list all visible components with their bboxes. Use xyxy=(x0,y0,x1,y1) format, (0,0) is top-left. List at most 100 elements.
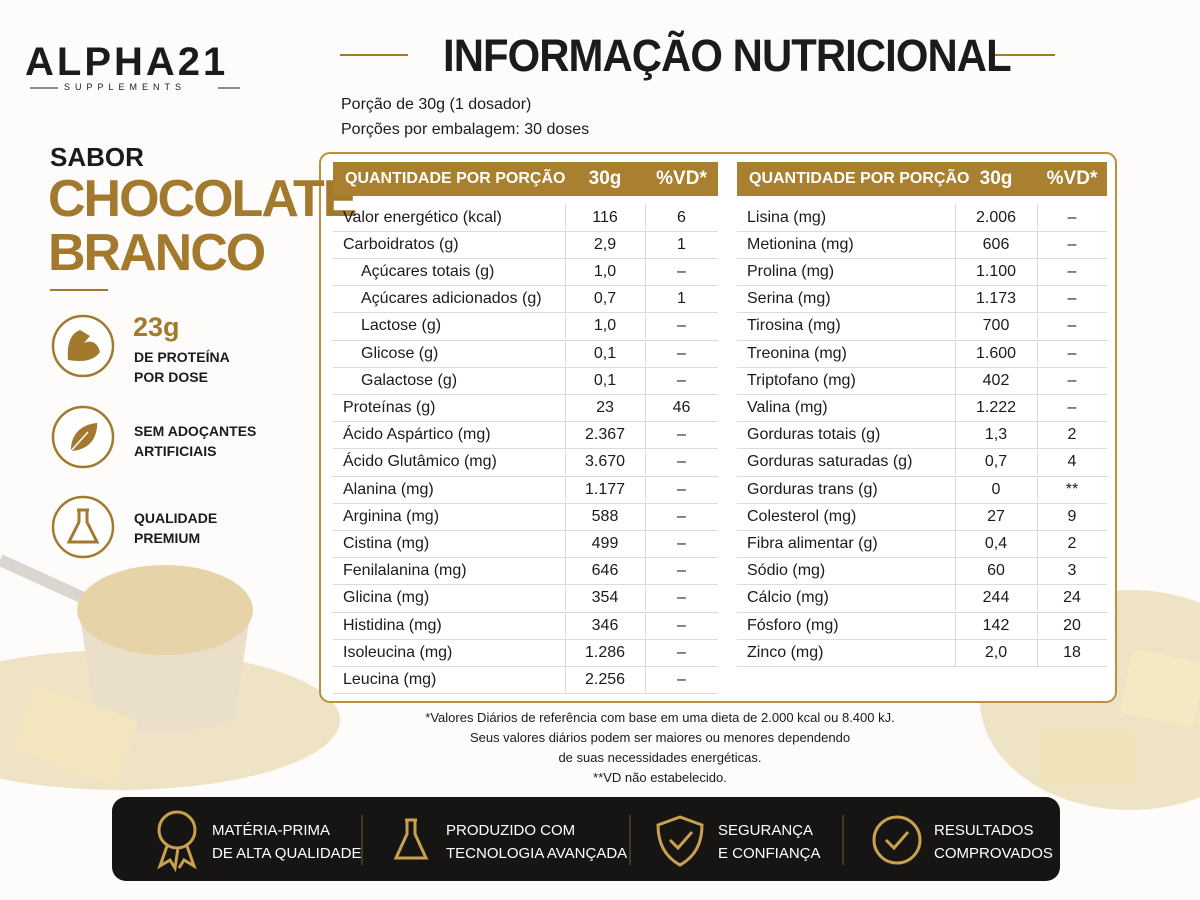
column-divider xyxy=(645,285,646,313)
nutrient-dv: – xyxy=(1067,317,1077,335)
column-divider xyxy=(1037,285,1038,313)
column-divider xyxy=(1037,475,1038,503)
nutrient-dv: – xyxy=(677,344,686,362)
nutrient-amount: 499 xyxy=(591,534,619,552)
nutrient-amount: 23 xyxy=(596,398,614,416)
column-divider xyxy=(955,421,956,449)
column-divider xyxy=(1037,312,1038,340)
icon-check xyxy=(884,831,910,851)
nutrient-dv: – xyxy=(677,589,686,607)
column-divider xyxy=(955,502,956,530)
column-divider xyxy=(565,448,566,476)
column-divider xyxy=(645,448,646,476)
nutrient-name: Proteínas (g) xyxy=(343,398,436,416)
brand-name: ALPHA21 xyxy=(25,40,229,84)
nutrient-name: Leucina (mg) xyxy=(343,670,437,688)
column-divider xyxy=(1037,339,1038,367)
nutrient-dv: – xyxy=(677,616,686,634)
nutrient-dv: – xyxy=(677,507,686,525)
nutrient-dv: – xyxy=(677,426,686,444)
nutrient-dv: 46 xyxy=(672,398,691,416)
nutrient-name: Valina (mg) xyxy=(747,398,828,416)
nutrient-dv: – xyxy=(677,670,686,688)
row-divider xyxy=(333,366,718,368)
nutrient-amount: 2,0 xyxy=(984,643,1008,661)
powder xyxy=(77,565,253,655)
flavor-label: SABOR xyxy=(50,142,144,172)
feature-text: POR DOSE xyxy=(134,369,208,385)
row-divider xyxy=(737,366,1107,368)
nutrient-dv: – xyxy=(677,643,686,661)
nutrient-name: Sódio (mg) xyxy=(747,562,826,580)
column-divider xyxy=(1037,529,1038,558)
row-divider xyxy=(333,285,718,287)
column-divider xyxy=(645,203,646,231)
feature-highlight: 23g xyxy=(133,312,180,342)
badge-text: TECNOLOGIA AVANÇADA xyxy=(446,845,628,862)
column-divider xyxy=(645,257,646,286)
nutrient-dv: – xyxy=(677,317,686,335)
nutrient-name: Carboidratos (g) xyxy=(343,235,459,253)
row-divider xyxy=(333,611,718,613)
nutrient-amount: 0 xyxy=(991,480,1001,498)
row-divider xyxy=(333,665,718,667)
column-divider xyxy=(955,366,956,394)
footnote: *Valores Diários de referência com base … xyxy=(425,710,895,725)
row-divider xyxy=(333,257,718,259)
nutrient-dv: – xyxy=(1067,262,1077,280)
row-divider xyxy=(737,611,1107,613)
column-divider xyxy=(1037,557,1038,585)
nutrient-dv: – xyxy=(677,262,686,280)
chocolate xyxy=(1120,649,1200,727)
row-divider xyxy=(333,529,718,531)
nutrient-amount: 588 xyxy=(591,507,619,525)
nutrient-amount: 1,0 xyxy=(593,317,617,335)
row-divider xyxy=(737,557,1107,559)
table-header-band xyxy=(333,162,718,196)
brand-tagline: SUPPLEMENTS xyxy=(64,82,187,92)
column-divider xyxy=(565,393,566,422)
column-divider xyxy=(565,475,566,503)
nutrient-name: Triptofano (mg) xyxy=(747,371,856,389)
row-divider xyxy=(737,421,1107,423)
column-divider xyxy=(645,502,646,530)
flavor-name: BRANCO xyxy=(48,224,266,282)
badge-text: PRODUZIDO COM xyxy=(446,822,576,839)
column-divider xyxy=(645,312,646,340)
column-divider xyxy=(645,529,646,558)
column-divider xyxy=(955,285,956,313)
column-divider xyxy=(645,611,646,639)
nutrient-name: Açúcares totais (g) xyxy=(361,262,495,280)
nutrient-name: Serina (mg) xyxy=(747,290,831,308)
nutrient-name: Lactose (g) xyxy=(361,317,442,335)
row-divider xyxy=(333,475,718,477)
nutrient-amount: 116 xyxy=(592,208,618,226)
column-divider xyxy=(645,366,646,394)
badge-text: SEGURANÇA xyxy=(718,822,814,839)
title: INFORMAÇÃO NUTRICIONAL xyxy=(443,30,1012,81)
column-divider xyxy=(955,557,956,585)
column-divider xyxy=(955,529,956,558)
column-divider xyxy=(1037,203,1038,231)
column-divider xyxy=(565,557,566,585)
icon-flask xyxy=(51,495,115,559)
footnote: **VD não estabelecido. xyxy=(593,770,727,785)
row-divider xyxy=(737,339,1107,341)
row-divider xyxy=(737,584,1107,586)
nutrient-name: Gorduras saturadas (g) xyxy=(747,453,913,471)
column-divider xyxy=(565,421,566,449)
nutrient-dv: – xyxy=(677,480,686,498)
nutrient-dv: 2 xyxy=(1067,534,1077,552)
column-divider xyxy=(645,557,646,585)
column-divider xyxy=(1037,257,1038,286)
column-divider xyxy=(565,339,566,367)
nutrient-name: Gorduras trans (g) xyxy=(747,480,878,498)
column-divider xyxy=(955,475,956,503)
column-divider xyxy=(645,638,646,666)
column-divider xyxy=(565,285,566,313)
column-divider xyxy=(565,584,566,612)
column-divider xyxy=(565,611,566,639)
feature-text: DE PROTEÍNA xyxy=(134,349,230,365)
column-divider xyxy=(1037,421,1038,449)
